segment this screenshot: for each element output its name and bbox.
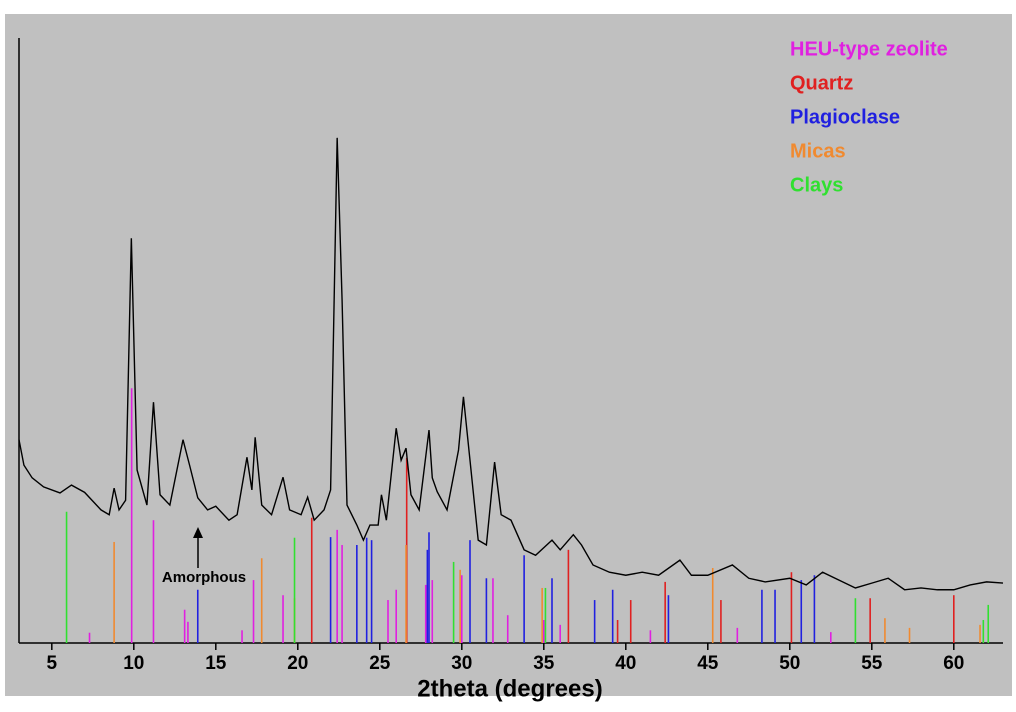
x-tick-label: 25: [369, 653, 391, 674]
annotation-arrowhead: [193, 527, 203, 538]
x-tick-label: 40: [615, 653, 636, 674]
legend-entry: HEU-type zeolite: [790, 38, 948, 60]
x-tick-label: 60: [943, 653, 964, 674]
x-tick-label: 50: [779, 653, 800, 674]
legend-entry: Clays: [790, 174, 843, 196]
x-tick-label: 35: [533, 653, 555, 674]
xrd-pattern: [18, 137, 1004, 591]
legend-entry: Quartz: [790, 72, 853, 94]
x-tick-label: 10: [123, 653, 144, 674]
x-tick-label: 30: [451, 653, 472, 674]
x-tick-label: 15: [205, 653, 227, 674]
x-tick-label: 5: [47, 653, 58, 674]
x-axis-label: 2theta (degrees): [417, 675, 602, 702]
x-tick-label: 20: [287, 653, 308, 674]
annotation: Amorphous: [162, 569, 246, 586]
x-tick-label: 45: [697, 653, 719, 674]
legend-entry: Micas: [790, 140, 846, 162]
x-tick-label: 55: [861, 653, 883, 674]
legend-entry: Plagioclase: [790, 106, 900, 128]
